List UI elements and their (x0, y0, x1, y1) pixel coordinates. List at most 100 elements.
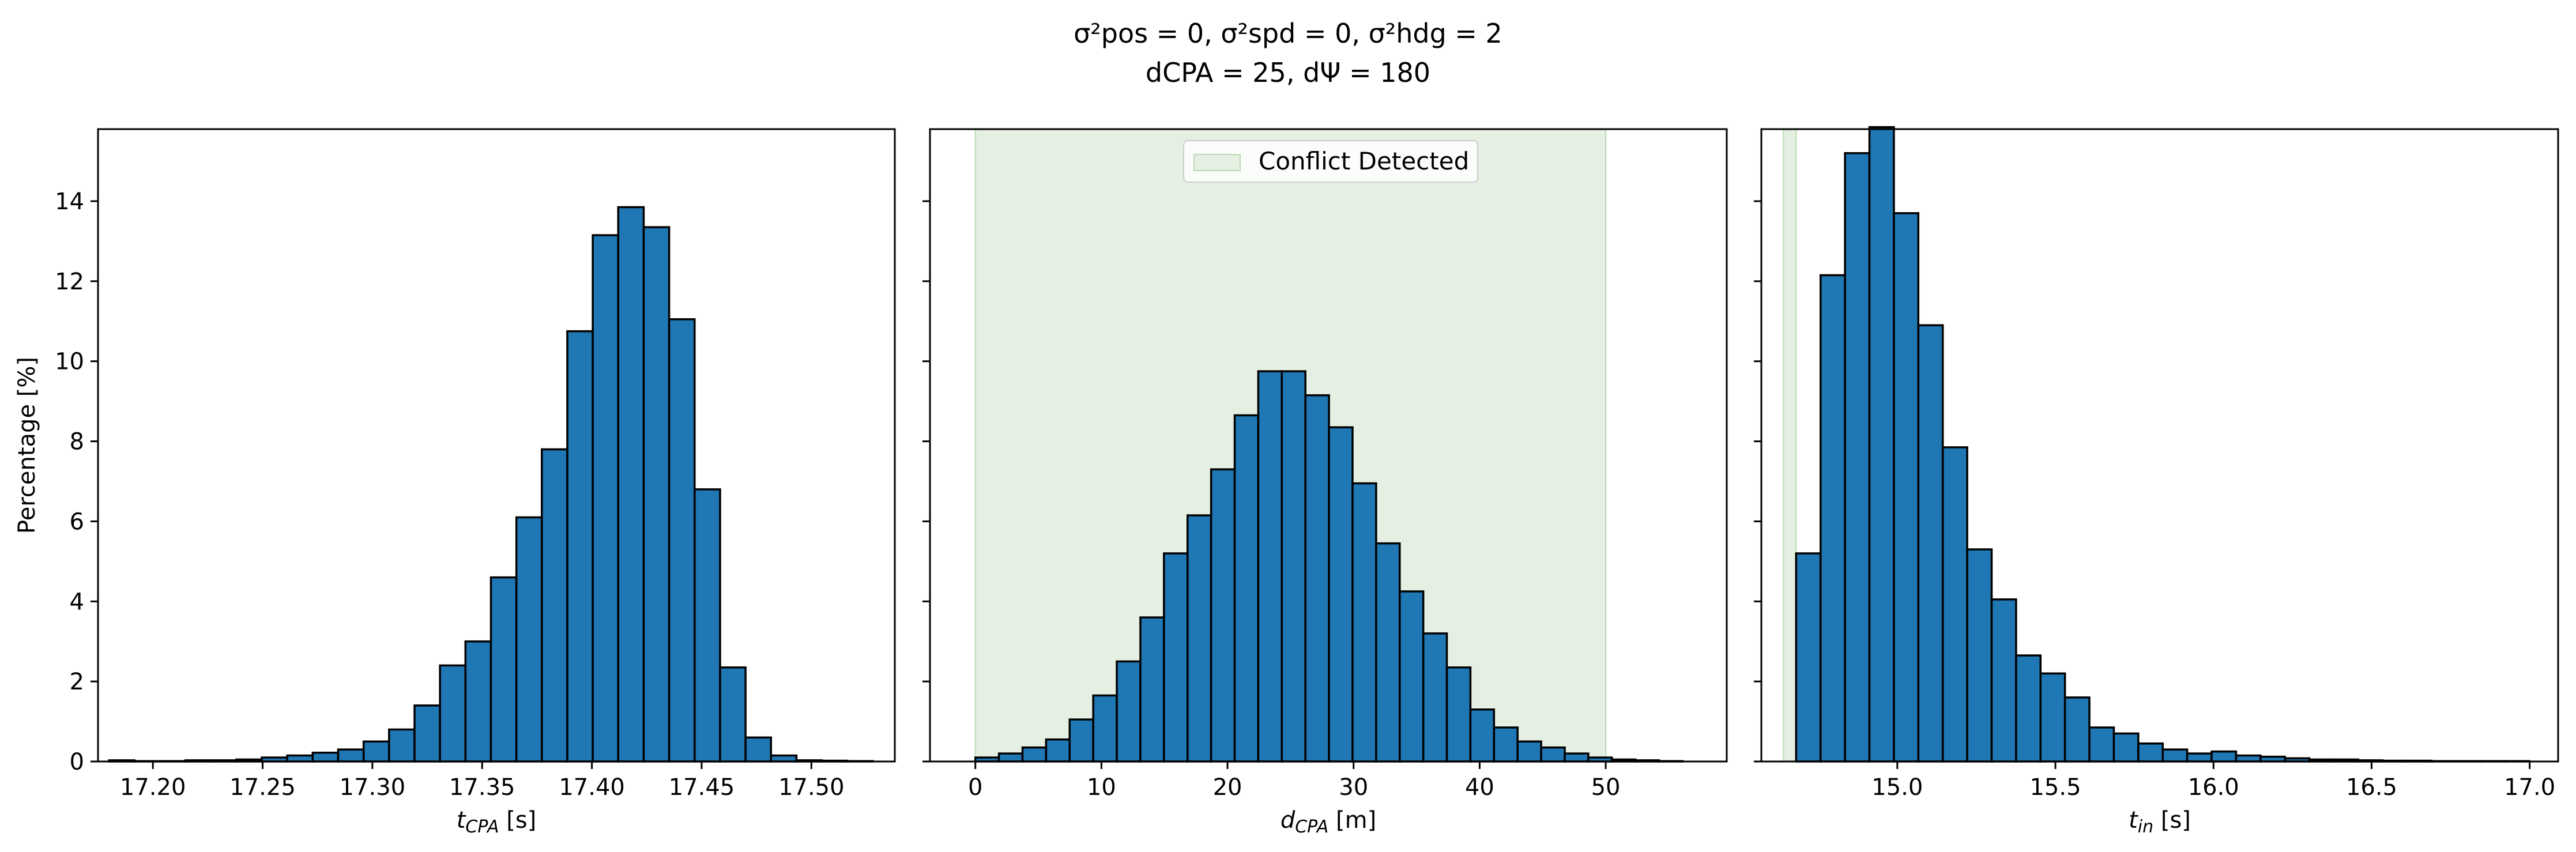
histogram-bar (311, 751, 340, 763)
histogram-bar (1328, 426, 1354, 763)
histogram-bar (1540, 746, 1566, 763)
axes-frame (1760, 128, 2559, 763)
histogram-bar (1399, 590, 1425, 763)
y-axis-label: Percentage [%] (14, 357, 40, 534)
histogram-bar (617, 206, 645, 763)
histogram-bar (2210, 750, 2238, 763)
tin-histogram-panel: 15.0 15.5 16.0 16.5 17.0 tin [s] (1754, 126, 2559, 837)
histogram-bar (2235, 754, 2262, 763)
histogram-bar (515, 516, 543, 763)
histogram-bar (2039, 672, 2066, 763)
histogram-bar (1795, 552, 1822, 763)
histogram-bar (1068, 718, 1094, 763)
histogram-bar (1375, 542, 1401, 763)
histogram-bar (1422, 632, 1448, 763)
histogram-bar (1966, 548, 1993, 763)
x-tick-label: 17.40 (559, 774, 625, 801)
dcpa-histogram-panel: 0 10 20 30 40 50 dCPA [m] Conflict Detected (922, 128, 1728, 837)
histogram-bar (1941, 446, 1968, 763)
histogram-bar (2137, 742, 2164, 763)
histogram-bar (1469, 708, 1496, 763)
x-tick-label: 16.0 (2188, 774, 2239, 801)
histogram-bar (744, 736, 773, 763)
histogram-bar (1493, 726, 1519, 763)
x-tick-label: 17.30 (340, 774, 406, 801)
x-tick-label: 17.50 (778, 774, 845, 801)
histogram-bar (997, 752, 1024, 763)
histogram-bar (2112, 732, 2140, 763)
histogram-bar (1917, 324, 1944, 763)
histogram-bar (1819, 274, 1846, 763)
histogram-bar (337, 748, 365, 763)
histogram-bar (464, 640, 492, 763)
histogram-bar (1564, 752, 1590, 763)
histogram-bar (668, 318, 696, 763)
histogram-bar (1139, 616, 1165, 763)
legend-box (1183, 140, 1478, 183)
title-line-2: dCPA = 25, dΨ = 180 (1145, 57, 1431, 88)
y-tick-label: 6 (70, 508, 84, 535)
histogram-bar (1868, 126, 1895, 763)
histogram-bar (1281, 370, 1306, 763)
histogram-bar (1257, 370, 1283, 763)
histogram-bar (413, 704, 441, 763)
histogram-bar (566, 330, 594, 763)
y-tick-label: 0 (70, 749, 84, 775)
axes-frame (929, 128, 1728, 763)
histogram-bar (1186, 514, 1212, 763)
x-axis-label: tin [s] (2129, 807, 2191, 837)
x-tick-label: 30 (1339, 774, 1368, 801)
y-tick-label: 2 (70, 669, 84, 695)
title-line-1: σ²pos = 0, σ²spd = 0, σ²hdg = 2 (1074, 18, 1502, 49)
histogram-bar (1163, 552, 1189, 763)
x-tick-label: 17.20 (120, 774, 186, 801)
conflict-region (1783, 129, 1797, 762)
figure-title: σ²pos = 0, σ²spd = 0, σ²hdg = 2 dCPA = 2… (0, 14, 2576, 92)
histogram-bar (592, 234, 620, 763)
histogram-bar (1304, 394, 1330, 763)
y-tick-label: 8 (70, 429, 84, 455)
histogram-bar (1116, 660, 1142, 763)
histogram-bar (1092, 694, 1118, 763)
histogram-bar (362, 740, 390, 763)
y-tick-label: 4 (70, 589, 84, 615)
x-tick-label: 17.35 (449, 774, 515, 801)
histogram-bar (1351, 482, 1377, 763)
histogram-bar (2063, 696, 2091, 763)
histogram-bar (1233, 414, 1260, 763)
x-tick-label: 20 (1213, 774, 1242, 801)
histogram-bar (1516, 740, 1542, 763)
histogram-bar (1021, 746, 1048, 763)
x-tick-label: 0 (968, 774, 982, 801)
x-tick-label: 17.0 (2504, 774, 2555, 801)
histogram-bar (1045, 738, 1071, 763)
x-tick-label: 17.45 (669, 774, 735, 801)
x-tick-label: 15.5 (2029, 774, 2081, 801)
y-tick-label: 12 (55, 269, 84, 295)
histogram-bar (1210, 468, 1236, 763)
legend-label: Conflict Detected (1259, 147, 1469, 175)
histogram-bar (541, 448, 568, 763)
tcpa-histogram-panel: 17.20 17.25 17.30 17.35 17.40 17.45 17.50 0 2 4 6 8… (14, 128, 896, 837)
histogram-bar (439, 664, 467, 763)
histogram-bar (2088, 726, 2115, 763)
histogram-bar (489, 576, 518, 763)
histogram-bar (694, 488, 721, 763)
y-tick-label: 10 (55, 349, 84, 375)
x-axis-label: tCPA [s] (457, 807, 537, 837)
histogram-bar (1990, 598, 2017, 763)
histogram-bar (1445, 666, 1472, 763)
histogram-bar (2015, 654, 2042, 763)
histogram-bar (1844, 152, 1871, 763)
legend: Conflict Detected (1183, 140, 1478, 183)
histogram-bar (1893, 212, 1920, 763)
axes-frame (97, 128, 896, 763)
x-tick-label: 40 (1465, 774, 1494, 801)
y-tick-label: 14 (55, 189, 84, 215)
x-tick-label: 16.5 (2346, 774, 2397, 801)
histogram-bar (770, 754, 798, 763)
legend-swatch (1193, 154, 1241, 171)
histogram-bar (2161, 748, 2189, 763)
histogram-bar (719, 666, 747, 763)
